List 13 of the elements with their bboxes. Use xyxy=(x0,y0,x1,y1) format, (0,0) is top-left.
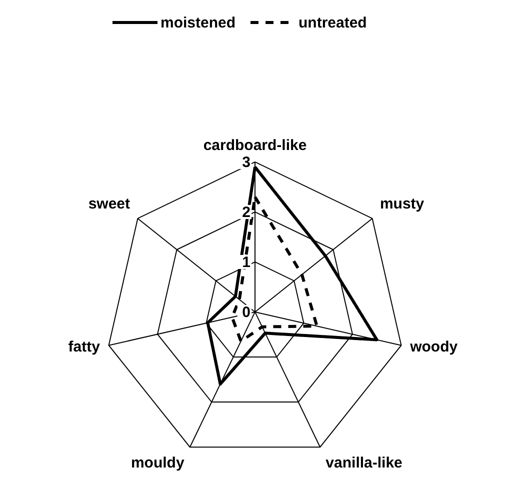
y-tick-label: 0 xyxy=(242,304,250,321)
y-tick-label: 3 xyxy=(242,154,250,171)
spoke-label: woody xyxy=(409,338,458,356)
legend-label: untreated xyxy=(298,14,367,32)
legend-label: moistened xyxy=(160,14,236,32)
spoke-label: sweet xyxy=(88,196,130,213)
spoke-label: musty xyxy=(380,196,425,213)
spoke-label: fatty xyxy=(68,338,101,356)
spoke-label: vanilla-like xyxy=(326,454,402,472)
y-tick-label: 1 xyxy=(242,254,250,271)
y-tick-label: 2 xyxy=(242,204,250,221)
spoke-label: cardboard-like xyxy=(203,136,307,154)
spoke-label: mouldy xyxy=(130,454,185,472)
